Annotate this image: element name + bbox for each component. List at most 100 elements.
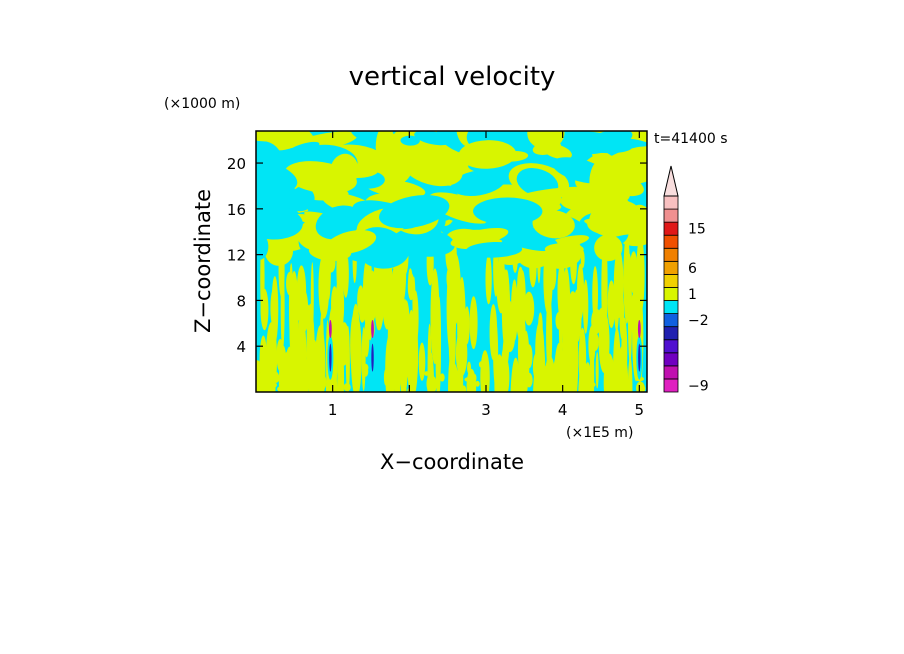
field-patch <box>475 380 480 387</box>
field-patch <box>256 382 262 389</box>
field-patch <box>414 131 452 146</box>
field-patch <box>295 331 301 361</box>
field-patch <box>483 220 559 252</box>
field-patch <box>484 376 490 391</box>
field-patch <box>478 361 484 368</box>
time-label: t=41400 s <box>654 131 728 147</box>
field-patch <box>401 148 463 187</box>
field-patch <box>525 372 533 388</box>
field-patch <box>351 303 361 392</box>
updraft-core <box>637 320 641 339</box>
field-patch <box>597 146 647 178</box>
field-patch <box>469 296 478 350</box>
field-patch <box>569 380 578 392</box>
field-patch <box>308 242 352 262</box>
plot-area <box>255 130 648 393</box>
field-patch <box>330 153 359 188</box>
field-patch <box>458 276 466 368</box>
colorbar-label: 1 <box>688 287 697 303</box>
colorbar: 15 6 1 −2 −9 <box>663 165 709 394</box>
field-patch <box>461 385 467 392</box>
field-patch <box>412 290 419 346</box>
field-patch <box>568 312 579 392</box>
field-patch <box>363 366 369 377</box>
field-patch <box>277 386 285 392</box>
field-patch <box>480 350 490 392</box>
y-tick-label: 8 <box>236 292 246 310</box>
field-patch <box>320 380 325 391</box>
field-patch <box>588 382 596 388</box>
field-patch <box>456 382 462 388</box>
field-patch <box>296 265 307 318</box>
field-patch <box>437 296 442 384</box>
field-patch <box>335 290 343 365</box>
field-patch <box>430 376 437 392</box>
updraft-core <box>638 343 641 372</box>
field-patch <box>589 199 642 237</box>
field-patch <box>607 280 616 329</box>
colorbar-segment <box>663 221 679 236</box>
updraft-core <box>329 343 332 372</box>
field-patch <box>532 140 562 155</box>
field-patch <box>256 205 303 240</box>
field-patch <box>504 322 515 353</box>
y-tick-label: 16 <box>227 201 246 219</box>
field-patch <box>391 372 399 388</box>
colorbar-segment <box>663 339 679 354</box>
field-patch <box>439 373 445 382</box>
colorbar-segment <box>663 365 679 380</box>
field-patch <box>629 251 638 294</box>
updraft-core <box>371 343 374 372</box>
field-patch <box>363 320 370 358</box>
field-patch <box>481 366 486 392</box>
field-patch <box>589 160 607 197</box>
y-tick-label: 12 <box>227 247 246 265</box>
field-patch <box>345 325 350 392</box>
field-patch <box>287 141 320 156</box>
field-patch <box>315 205 362 240</box>
field-patch <box>583 371 593 376</box>
field-patch <box>451 169 506 197</box>
field-patch <box>539 362 546 388</box>
field-patch <box>523 291 535 326</box>
field-patch <box>485 254 492 305</box>
field-patch <box>319 311 324 381</box>
field-patch <box>507 300 513 328</box>
field-patch <box>256 158 298 194</box>
x-tick-label: 2 <box>405 401 415 419</box>
field-patch <box>426 375 432 392</box>
field-patch <box>318 253 330 319</box>
field-patch <box>267 376 276 391</box>
field-patch <box>281 385 291 392</box>
chart-title: vertical velocity <box>349 62 556 92</box>
field-patch <box>400 135 420 146</box>
field-patch <box>354 367 362 375</box>
colorbar-extension <box>663 165 679 197</box>
field-patch <box>555 311 563 330</box>
field-patch <box>578 131 633 155</box>
field-patch <box>573 131 647 146</box>
y-axis-label: Z−coordinate <box>191 189 215 333</box>
field-patch <box>613 249 624 319</box>
field-patch <box>532 210 575 239</box>
field-patch <box>473 197 543 226</box>
field-patch <box>367 270 377 322</box>
field-patch <box>407 272 415 301</box>
colorbar-segment <box>663 195 679 210</box>
field-patch <box>635 381 645 392</box>
y-unit-label: (×1000 m) <box>164 96 240 112</box>
field-patch <box>260 288 269 331</box>
field-patch <box>379 194 450 229</box>
updraft-core <box>328 320 332 339</box>
field-patch <box>305 304 312 330</box>
field-patch <box>543 191 562 209</box>
field-patch <box>598 311 610 374</box>
field-patch <box>464 306 470 345</box>
field-patch <box>398 364 403 380</box>
field-patch <box>390 366 400 375</box>
x-tick-label: 4 <box>558 401 568 419</box>
field-patch <box>259 335 268 386</box>
field-patch <box>450 228 509 248</box>
field-patch <box>627 356 633 392</box>
